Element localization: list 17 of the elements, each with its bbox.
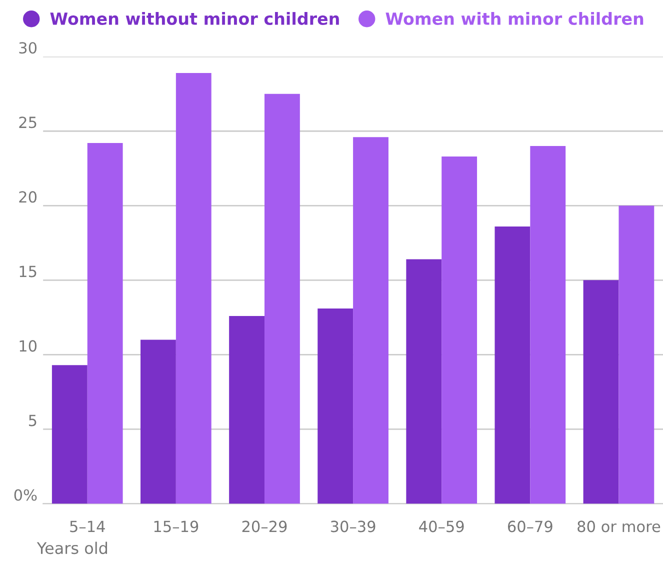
y-tick-label: 30	[19, 42, 37, 54]
legend-label: Women with minor children	[386, 12, 644, 25]
y-tick-label: 5	[29, 414, 36, 426]
x-tick-label: 40–59	[419, 520, 464, 532]
y-tick-label: 20	[19, 191, 37, 203]
x-tick-label: 80 or more	[578, 520, 660, 532]
y-tick-label: 0%	[14, 489, 37, 501]
x-tick-label: 15–19	[154, 520, 198, 532]
y-tick-label: 15	[20, 266, 36, 278]
y-tick-label: 25	[19, 116, 36, 128]
x-tick-label: 60–79	[508, 520, 552, 532]
x-axis-title: Years old	[36, 542, 108, 554]
legend-label: Women without minor children	[50, 12, 339, 25]
x-tick-label: 5–14	[70, 520, 105, 532]
x-tick-label: 20–29	[242, 520, 287, 532]
y-tick-label: 10	[20, 340, 37, 352]
x-tick-label: 30–39	[330, 520, 376, 532]
